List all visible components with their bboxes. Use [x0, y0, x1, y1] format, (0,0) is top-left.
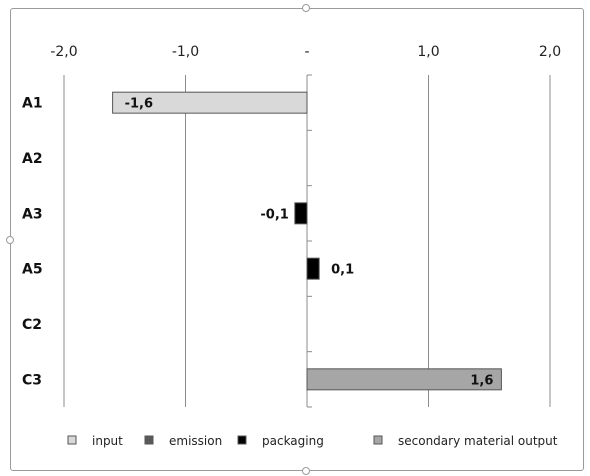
legend-swatch — [67, 435, 77, 445]
category-label: A2 — [22, 151, 43, 167]
chart-frame — [10, 8, 584, 471]
resize-handle-bottom[interactable] — [302, 467, 310, 475]
bar[interactable] — [306, 368, 502, 391]
category-label: A5 — [22, 262, 43, 278]
x-tick-label: -1,0 — [172, 44, 199, 60]
legend-entry: input — [92, 434, 123, 448]
category-label: A3 — [22, 206, 43, 222]
data-label: -1,6 — [125, 97, 153, 112]
bar[interactable] — [306, 257, 320, 280]
legend-swatch — [237, 435, 247, 445]
legend-swatch — [373, 435, 383, 445]
bar[interactable] — [294, 202, 308, 225]
bar[interactable] — [112, 91, 308, 114]
data-label: 0,1 — [331, 263, 354, 278]
legend-swatch — [144, 435, 154, 445]
data-label: -0,1 — [260, 207, 288, 222]
category-label: C2 — [22, 317, 42, 333]
legend-entry: packaging — [262, 434, 324, 448]
resize-handle-left[interactable] — [6, 236, 14, 244]
category-label: C3 — [22, 372, 42, 388]
x-tick-label: 1,0 — [417, 44, 439, 60]
x-tick-label: 2,0 — [539, 44, 561, 60]
resize-handle-top[interactable] — [302, 4, 310, 12]
legend-entry: emission — [169, 434, 222, 448]
x-tick-label: -2,0 — [50, 44, 77, 60]
x-tick-label: - — [304, 44, 309, 60]
legend-entry: secondary material output — [398, 434, 558, 448]
category-label: A1 — [22, 96, 43, 112]
data-label: 1,6 — [470, 373, 493, 388]
